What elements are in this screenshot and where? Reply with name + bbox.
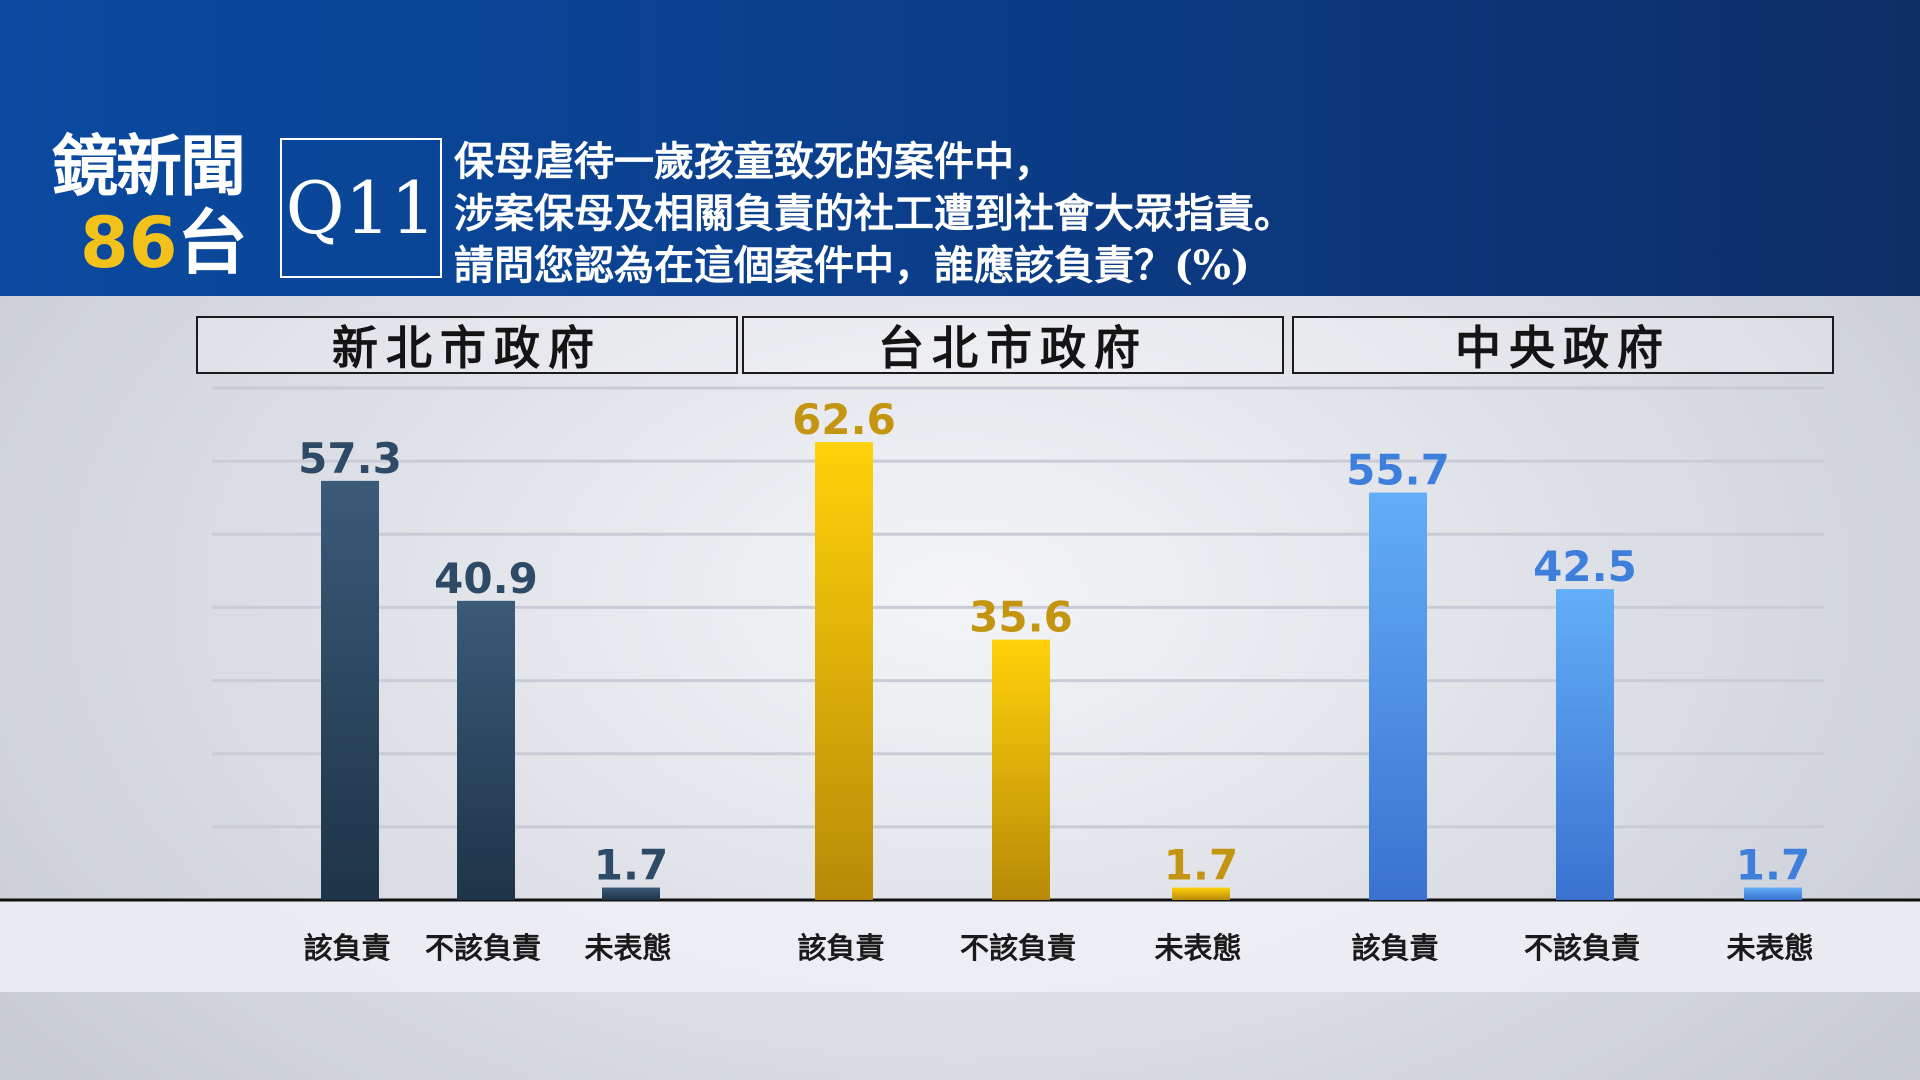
channel-logo-number: 86台 (80, 204, 247, 282)
bar-group3-responsible (1369, 492, 1427, 900)
category-label-group1-responsible: 該負責 (303, 931, 390, 965)
value-label-group1-no-opinion: 1.7 (594, 841, 668, 890)
bar-group2-responsible (815, 442, 873, 900)
category-label-group3-no-opinion: 未表態 (1726, 931, 1813, 965)
category-label-group2-responsible: 該負責 (797, 931, 884, 965)
category-label-group1-not-responsible: 不該負責 (425, 931, 541, 965)
value-label-group1-not-responsible: 40.9 (434, 554, 538, 603)
channel-logo-name: 鏡新聞 (52, 128, 246, 205)
value-label-group3-responsible: 55.7 (1346, 446, 1450, 495)
value-label-group1-responsible: 57.3 (298, 434, 402, 483)
group-header-taipei: 台北市政府 (742, 316, 1284, 375)
group-header-central: 中央政府 (1292, 316, 1834, 375)
channel-number: 86 (80, 202, 178, 284)
bar-group2-no-opinion (1172, 887, 1230, 900)
bar-group1-not-responsible (457, 600, 515, 900)
value-label-group2-responsible: 62.6 (792, 395, 896, 444)
category-label-group1-no-opinion: 未表態 (584, 931, 671, 965)
question-line-2: 涉案保母及相關負責的社工遭到社會大眾指責。 (454, 190, 1294, 237)
category-label-group3-responsible: 該負責 (1351, 931, 1438, 965)
bars: 57.3 該負責 40.9 不該負責 1.7 未表態 62.6 該負責 35.6 不該負責 1.7 未… (298, 395, 1813, 965)
value-label-group2-no-opinion: 1.7 (1164, 841, 1238, 890)
category-label-group2-no-opinion: 未表態 (1154, 931, 1241, 965)
bar-group3-no-opinion (1744, 887, 1802, 900)
question-line-3: 請問您認為在這個案件中，誰應該負責？(%) (454, 242, 1250, 289)
bar-group1-responsible (321, 480, 379, 900)
category-label-group3-not-responsible: 不該負責 (1524, 931, 1640, 965)
category-label-group2-not-responsible: 不該負責 (960, 931, 1076, 965)
bar-group2-not-responsible (992, 639, 1050, 900)
category-label-band (0, 900, 1920, 992)
header-banner: 鏡新聞 86台 Q11 保母虐待一歲孩童致死的案件中， 涉案保母及相關負責的社工… (0, 0, 1920, 296)
channel-suffix: 台 (177, 202, 248, 284)
bar-group3-not-responsible (1556, 589, 1614, 900)
question-text: 保母虐待一歲孩童致死的案件中， 涉案保母及相關負責的社工遭到社會大眾指責。 請問… (454, 136, 1854, 292)
question-id-badge: Q11 (280, 138, 442, 278)
group-header-new-taipei: 新北市政府 (196, 316, 738, 375)
value-label-group3-not-responsible: 42.5 (1533, 542, 1637, 591)
question-line-1: 保母虐待一歲孩童致死的案件中， (454, 138, 1054, 185)
value-label-group3-no-opinion: 1.7 (1736, 841, 1810, 890)
value-label-group2-not-responsible: 35.6 (969, 593, 1073, 642)
bar-group1-no-opinion (602, 887, 660, 900)
